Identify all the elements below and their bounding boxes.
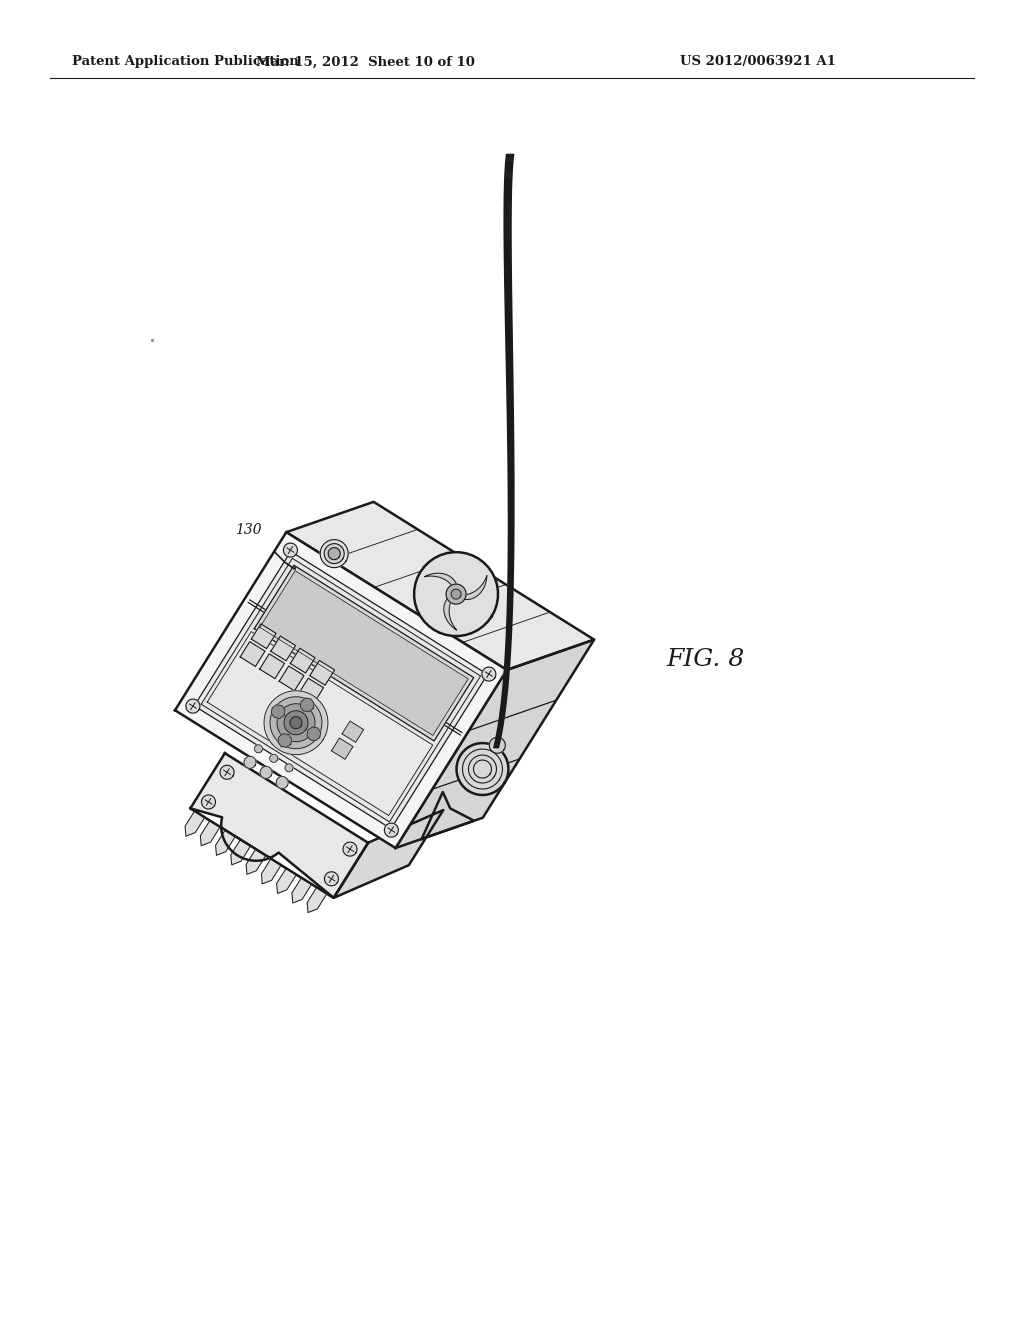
Polygon shape: [495, 154, 510, 747]
Polygon shape: [384, 824, 398, 837]
Polygon shape: [270, 636, 296, 661]
Polygon shape: [260, 570, 468, 735]
Polygon shape: [284, 710, 308, 735]
Polygon shape: [325, 544, 344, 564]
Polygon shape: [332, 738, 353, 759]
Polygon shape: [310, 660, 335, 685]
Polygon shape: [343, 842, 357, 857]
Polygon shape: [300, 698, 314, 711]
Polygon shape: [465, 576, 486, 599]
Polygon shape: [329, 548, 340, 560]
Polygon shape: [290, 717, 302, 729]
Polygon shape: [497, 154, 513, 747]
Polygon shape: [299, 678, 324, 704]
Polygon shape: [271, 705, 285, 718]
Polygon shape: [195, 552, 487, 829]
Polygon shape: [254, 565, 474, 741]
Polygon shape: [414, 552, 498, 636]
Polygon shape: [395, 640, 594, 847]
Polygon shape: [269, 754, 278, 763]
Polygon shape: [261, 858, 282, 884]
Polygon shape: [279, 734, 292, 747]
Polygon shape: [482, 667, 496, 681]
Polygon shape: [342, 721, 364, 742]
Polygon shape: [443, 599, 457, 630]
Polygon shape: [291, 648, 315, 673]
Text: 130: 130: [234, 523, 261, 537]
Polygon shape: [216, 830, 236, 855]
Polygon shape: [422, 792, 474, 840]
Polygon shape: [287, 502, 594, 671]
Polygon shape: [207, 632, 433, 816]
Polygon shape: [264, 690, 328, 755]
Polygon shape: [292, 878, 311, 903]
Polygon shape: [325, 871, 339, 886]
Polygon shape: [175, 532, 507, 847]
Polygon shape: [201, 821, 220, 846]
Polygon shape: [285, 764, 293, 772]
Polygon shape: [280, 667, 304, 690]
Polygon shape: [260, 767, 272, 779]
Polygon shape: [276, 869, 296, 894]
Polygon shape: [334, 810, 443, 898]
Polygon shape: [446, 585, 466, 605]
Polygon shape: [321, 540, 348, 568]
Polygon shape: [260, 653, 285, 678]
Polygon shape: [220, 766, 234, 779]
Polygon shape: [425, 573, 457, 585]
Polygon shape: [185, 810, 205, 836]
Polygon shape: [457, 743, 508, 795]
Text: Patent Application Publication: Patent Application Publication: [72, 55, 299, 69]
Polygon shape: [190, 808, 334, 898]
Polygon shape: [241, 642, 265, 667]
Text: Mar. 15, 2012  Sheet 10 of 10: Mar. 15, 2012 Sheet 10 of 10: [256, 55, 474, 69]
Polygon shape: [186, 700, 200, 713]
Polygon shape: [251, 624, 276, 648]
Polygon shape: [255, 744, 262, 752]
Polygon shape: [230, 840, 251, 865]
Polygon shape: [270, 697, 322, 748]
Polygon shape: [278, 704, 315, 742]
Text: FIG. 8: FIG. 8: [666, 648, 744, 672]
Polygon shape: [201, 558, 480, 822]
Polygon shape: [202, 795, 215, 809]
Polygon shape: [276, 776, 288, 788]
Polygon shape: [284, 543, 297, 557]
Text: US 2012/0063921 A1: US 2012/0063921 A1: [680, 55, 836, 69]
Polygon shape: [307, 727, 321, 741]
Polygon shape: [244, 756, 256, 768]
Polygon shape: [246, 849, 266, 874]
Polygon shape: [190, 754, 369, 898]
Polygon shape: [451, 589, 461, 599]
Polygon shape: [307, 887, 327, 912]
Polygon shape: [489, 738, 505, 754]
